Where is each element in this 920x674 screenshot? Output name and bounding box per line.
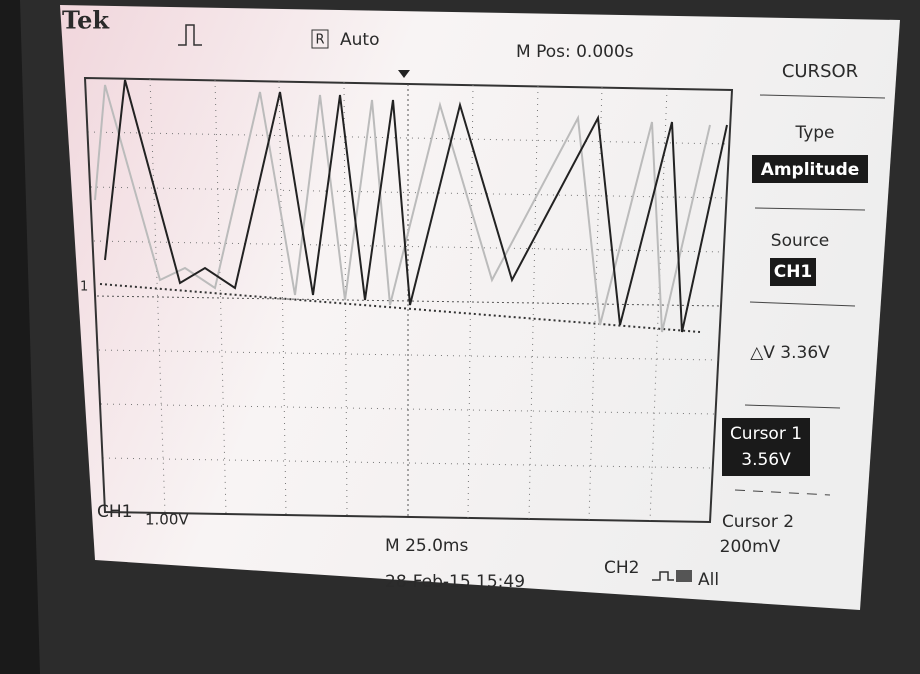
divider [759, 94, 886, 99]
menu-label: △V 3.36V [750, 343, 830, 363]
datetime: 28-Feb-15 15:49 [385, 572, 525, 592]
trace-ch1 [104, 79, 728, 333]
trigger-box [311, 29, 329, 49]
menu-value-box [752, 155, 868, 183]
position: M Pos: 0.000s [516, 42, 634, 62]
divider [749, 301, 856, 307]
trigger-extra: All [698, 570, 719, 590]
graticule-frame [83, 76, 734, 524]
menu-value-box [770, 258, 816, 286]
trigger-icon [178, 24, 202, 46]
grid-line [149, 78, 166, 514]
trigger-source: CH2 [604, 558, 639, 578]
trigger-mode: Auto [340, 30, 379, 50]
grid-line [343, 81, 348, 517]
menu-label: Cursor 2 [722, 512, 794, 532]
divider [754, 207, 866, 211]
menu-label: Source [771, 231, 829, 251]
grid-line [100, 403, 716, 415]
timebase: M 25.0ms [385, 536, 468, 556]
trigger-coupling-icon [676, 570, 692, 582]
grid-line [588, 86, 603, 521]
menu-value: Amplitude [761, 160, 860, 180]
grid-line [467, 84, 474, 519]
brand: Tek [62, 6, 110, 35]
channel-scale: 1.00V [145, 511, 189, 529]
channel: CH1 [97, 502, 132, 522]
grid-line [278, 80, 287, 516]
divider [744, 404, 841, 409]
grid-line [90, 186, 728, 199]
menu-value: 3.56V [741, 450, 791, 470]
grid-line [214, 79, 227, 515]
menu-value-box [722, 418, 810, 476]
channel-marker: 1 [80, 280, 88, 295]
menu-label: Cursor 1 [730, 424, 802, 444]
trace-ch2 [94, 84, 711, 333]
divider [734, 489, 831, 496]
trigger-slope-icon [652, 571, 674, 581]
menu-value: 200mV [720, 537, 781, 557]
trigger-icon-label: R [315, 33, 324, 48]
screen [60, 5, 900, 610]
menu-value: CH1 [774, 262, 813, 282]
menu-label: Type [794, 123, 834, 143]
trigger-position-marker [398, 70, 410, 78]
menu-title: CURSOR [782, 61, 858, 82]
